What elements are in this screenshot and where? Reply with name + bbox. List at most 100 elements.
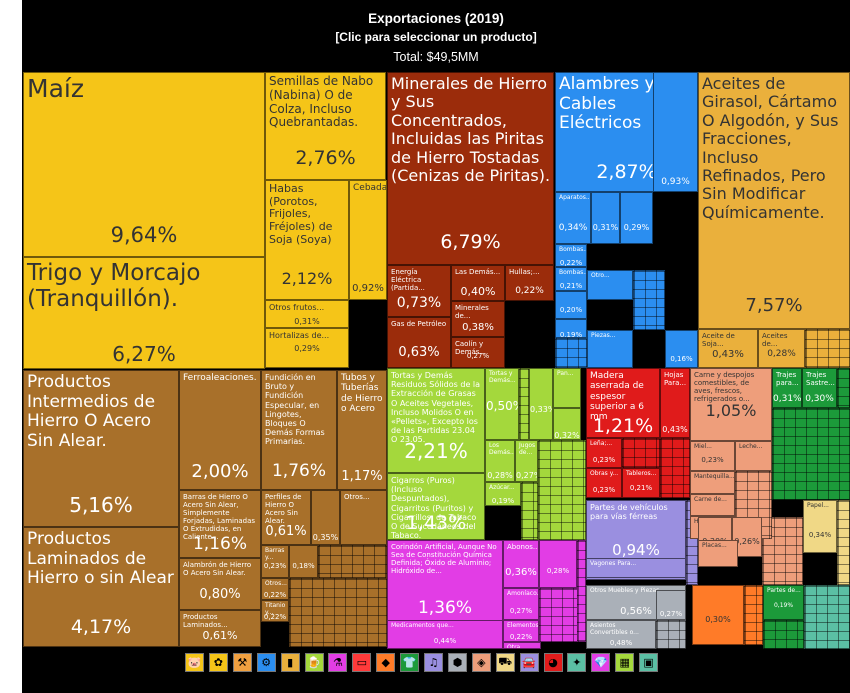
treemap-cell[interactable]: Elementos... 0,22% — [503, 620, 539, 642]
treemap-cell[interactable]: 0,32% — [553, 408, 581, 440]
treemap-small-cells[interactable] — [289, 578, 387, 647]
treemap-small-cells[interactable] — [837, 368, 850, 408]
treemap-cell[interactable]: Hortalizas de... 0,29% — [265, 328, 349, 368]
treemap-small-cells[interactable] — [804, 585, 850, 649]
treemap-cell[interactable]: Tubos y Tuberías de Hierro o Acero 1,17% — [337, 370, 387, 490]
treemap-cell[interactable]: Cebada. 0,92% — [349, 180, 387, 300]
fats-icon[interactable]: ▮ — [280, 653, 300, 672]
treemap-cell[interactable]: Papel... 0,34% — [803, 500, 837, 553]
treemap-cell[interactable]: Maíz 9,64% — [23, 72, 265, 257]
treemap-cell[interactable]: 0,30% — [692, 585, 744, 645]
treemap-cell[interactable]: Ferroaleaciones. 2,00% — [179, 370, 261, 490]
metals-icon[interactable]: ◈ — [471, 653, 491, 672]
treemap-cell[interactable]: Piezas... — [587, 330, 633, 368]
treemap-cell[interactable]: Otros... — [340, 490, 387, 545]
treemap-cell[interactable]: Barras de Hierro O Acero Sin Alear, Simp… — [179, 490, 261, 558]
treemap-cell[interactable]: Leña;... 0,23% — [586, 438, 622, 468]
treemap-cell[interactable]: 0,16% — [665, 330, 698, 368]
treemap-cell[interactable]: Hullas;... 0,22% — [505, 265, 554, 301]
treemap-cell[interactable]: Trajes para... 0,31% — [772, 368, 802, 408]
stone-icon[interactable]: ⬢ — [447, 653, 467, 672]
treemap-small-cells[interactable] — [577, 540, 586, 642]
treemap-cell[interactable]: Semillas de Nabo (Nabina) O de Colza, In… — [265, 72, 386, 180]
treemap-cell[interactable]: Minerales de Hierro y Sus Concentrados, … — [387, 72, 554, 265]
treemap-cell[interactable]: Tableros... 0,21% — [622, 468, 660, 498]
transport-icon[interactable]: ⛟ — [495, 653, 515, 672]
plastics-icon[interactable]: ▭ — [352, 653, 372, 672]
hides-icon[interactable]: ◆ — [376, 653, 396, 672]
machines-icon[interactable]: ⚙ — [256, 653, 276, 672]
treemap-cell[interactable]: Azúcar... 0,19% — [485, 482, 521, 506]
chemicals-icon[interactable]: ⚗ — [328, 653, 348, 672]
treemap-small-cells[interactable] — [521, 482, 538, 540]
treemap-cell[interactable]: Cigarros (Puros) (Incluso Despuntados), … — [387, 473, 485, 540]
treemap-cell[interactable]: Los Demás... 0,28% — [485, 440, 515, 482]
treemap-small-cells[interactable] — [805, 329, 850, 368]
treemap-cell[interactable]: Placas... — [698, 540, 738, 567]
footwear-icon[interactable]: ♫ — [424, 653, 443, 672]
treemap-small-cells[interactable] — [538, 440, 586, 540]
treemap-cell[interactable]: Perfiles de Hierro O Acero Sin Alear. 0,6… — [261, 490, 311, 545]
treemap-cell[interactable]: Vagones Para... — [586, 558, 686, 578]
treemap-cell[interactable]: Aceite de Soja... 0,43% — [698, 329, 758, 368]
gems-icon[interactable]: 💎 — [591, 653, 611, 672]
treemap-cell[interactable]: 0,33% — [529, 368, 553, 440]
mineral-products-icon[interactable]: ⚒ — [232, 653, 252, 672]
vehicles-icon[interactable]: 🚘 — [519, 653, 539, 672]
treemap-cell[interactable]: Madera aserrada de espesor superior a 6 … — [586, 368, 660, 438]
treemap-cell[interactable]: Obras y... 0,23% — [586, 468, 622, 498]
arts-icon[interactable]: ▦ — [615, 653, 635, 672]
treemap-small-cells[interactable] — [555, 338, 587, 368]
treemap-small-cells[interactable] — [656, 620, 686, 649]
treemap-cell[interactable]: 0,31% — [591, 192, 620, 244]
treemap-small-cells[interactable] — [622, 438, 660, 468]
treemap-cell[interactable]: Medicamentos que... 0,44% — [387, 620, 503, 649]
treemap-cell[interactable]: Energía Eléctrica (Partida... 0,73% — [387, 265, 451, 317]
treemap-cell[interactable]: Trajes Sastre... 0,30% — [802, 368, 837, 408]
treemap-cell[interactable]: 0,18% — [289, 545, 318, 578]
treemap-cell[interactable]: 0,28% — [539, 540, 577, 588]
treemap-cell[interactable]: Tortas y Demás... 0,50% — [485, 368, 519, 440]
treemap-cell[interactable]: Aceites de... 0,28% — [758, 329, 805, 368]
misc-icon[interactable]: ▣ — [639, 653, 659, 672]
treemap-cell[interactable]: 0,27% — [656, 590, 686, 620]
treemap-cell[interactable]: Mantequilla... — [690, 471, 735, 494]
treemap-small-cells[interactable] — [837, 500, 850, 585]
treemap-cell[interactable]: 0,93% — [653, 72, 698, 192]
treemap-cell[interactable]: Hojas Para... 0,43% — [660, 368, 690, 438]
treemap-cell[interactable]: 0,20% — [555, 291, 587, 319]
treemap-cell[interactable]: Otros... 0,22% — [261, 578, 289, 600]
treemap-cell[interactable]: Abonos... 0,36% — [503, 540, 539, 588]
treemap-small-cells[interactable] — [519, 368, 529, 440]
treemap-small-cells[interactable] — [763, 620, 804, 649]
treemap-cell[interactable]: Productos Laminados... 0,61% — [179, 610, 261, 647]
treemap-small-cells[interactable] — [633, 270, 665, 330]
treemap-cell[interactable]: Leche... — [735, 441, 772, 471]
treemap-cell[interactable]: 0,26% — [732, 517, 762, 557]
treemap-cell[interactable]: Aceites de Girasol, Cártamo O Algodón, y… — [698, 72, 850, 329]
treemap-cell[interactable]: Gas de Petróleo 0,63% — [387, 317, 451, 368]
treemap-small-cells[interactable] — [744, 585, 763, 645]
treemap-cell[interactable]: Alambrón de Hierro O Acero Sin Alear. 0,8… — [179, 558, 261, 610]
treemap-cell[interactable]: Otros frutos... 0,31% — [265, 300, 349, 328]
treemap-cell[interactable]: Fundición en Bruto y Fundición Especular… — [261, 370, 337, 490]
textiles-icon[interactable]: 👕 — [400, 653, 420, 672]
treemap-cell[interactable]: Carne y despojos comestibles, de aves, f… — [690, 368, 772, 441]
treemap-small-cells[interactable] — [318, 545, 387, 578]
treemap-cell[interactable]: Partes de... 0,19% — [763, 585, 804, 620]
animal-products-icon[interactable]: 🐷 — [185, 653, 204, 672]
treemap-cell[interactable]: 0,19% — [555, 319, 587, 338]
treemap-cell[interactable]: Asientos Convertibles o... 0,48% — [586, 620, 656, 649]
treemap-cell[interactable]: Tortas y Demás Residuos Sólidos de la Ex… — [387, 368, 485, 473]
treemap-cell[interactable]: Carne de... — [690, 494, 735, 516]
treemap-cell[interactable]: Bombas... 0,21% — [555, 267, 587, 291]
treemap-cell[interactable]: Trigo y Morcajo (Tranquillón). 6,27% — [23, 257, 265, 369]
treemap-cell[interactable]: Otro... — [587, 270, 633, 300]
treemap-small-cells[interactable] — [772, 408, 850, 500]
instruments-icon[interactable]: ◕ — [543, 653, 563, 672]
treemap-cell[interactable]: Caolín y Demás... 0,27% — [451, 337, 505, 368]
treemap-cell[interactable]: Aparatos... 0,34% — [555, 192, 591, 244]
treemap-cell[interactable]: Bombas... 0,22% — [555, 244, 587, 267]
treemap-cell[interactable]: Productos Intermedios de Hierro O Acero … — [23, 370, 179, 527]
treemap-cell[interactable]: Miel... 0,23% — [690, 441, 735, 471]
